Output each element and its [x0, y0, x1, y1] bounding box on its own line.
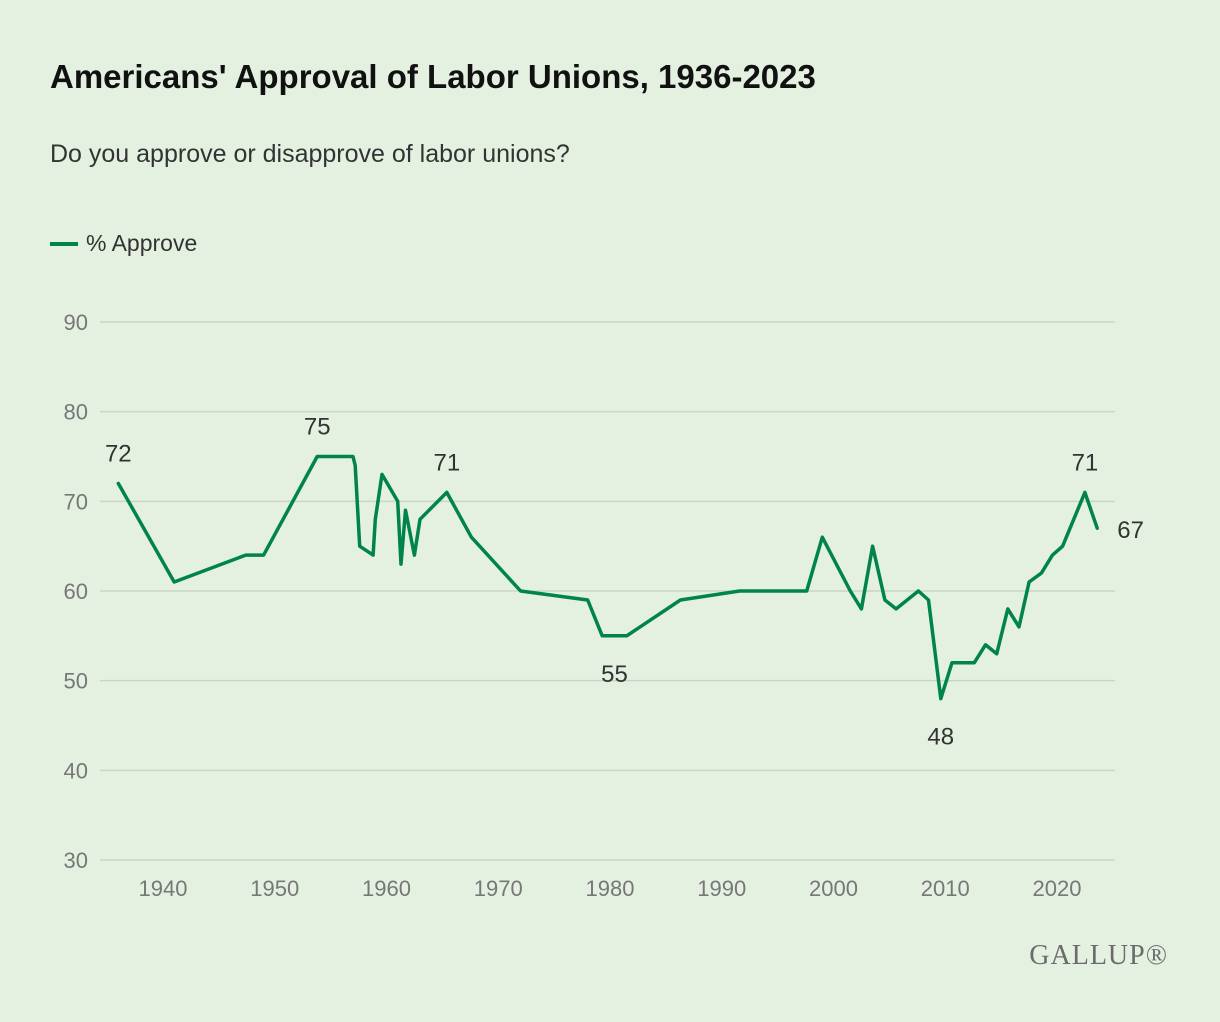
x-tick-label: 1970 [474, 876, 523, 901]
legend-label: % Approve [86, 230, 198, 256]
data-label: 71 [1072, 449, 1099, 476]
x-tick-label: 2000 [809, 876, 858, 901]
y-tick-label: 50 [64, 669, 88, 694]
x-tick-label: 1980 [586, 876, 635, 901]
data-label: 75 [304, 414, 331, 441]
data-label: 71 [433, 449, 460, 476]
x-tick-label: 1960 [362, 876, 411, 901]
legend: % Approve [50, 230, 197, 257]
y-tick-label: 80 [64, 400, 88, 425]
data-label: 67 [1117, 517, 1144, 544]
series-line-approve [116, 454, 1099, 701]
y-tick-label: 60 [64, 579, 88, 604]
y-tick-label: 30 [64, 848, 88, 873]
y-tick-label: 70 [64, 489, 88, 514]
gallup-logo: GALLUP® [1029, 940, 1168, 971]
x-tick-label: 2020 [1033, 876, 1082, 901]
legend-swatch [50, 241, 78, 246]
x-tick-label: 2010 [921, 876, 970, 901]
x-tick-label: 1990 [697, 876, 746, 901]
data-label: 55 [601, 661, 628, 688]
data-label: 72 [105, 440, 132, 467]
x-tick-label: 1940 [139, 876, 188, 901]
y-tick-label: 40 [64, 758, 88, 783]
x-tick-label: 1950 [250, 876, 299, 901]
y-tick-label: 90 [64, 310, 88, 335]
chart-subtitle: Do you approve or disapprove of labor un… [50, 140, 570, 168]
chart-title: Americans' Approval of Labor Unions, 193… [50, 58, 816, 95]
data-label: 48 [927, 724, 954, 751]
